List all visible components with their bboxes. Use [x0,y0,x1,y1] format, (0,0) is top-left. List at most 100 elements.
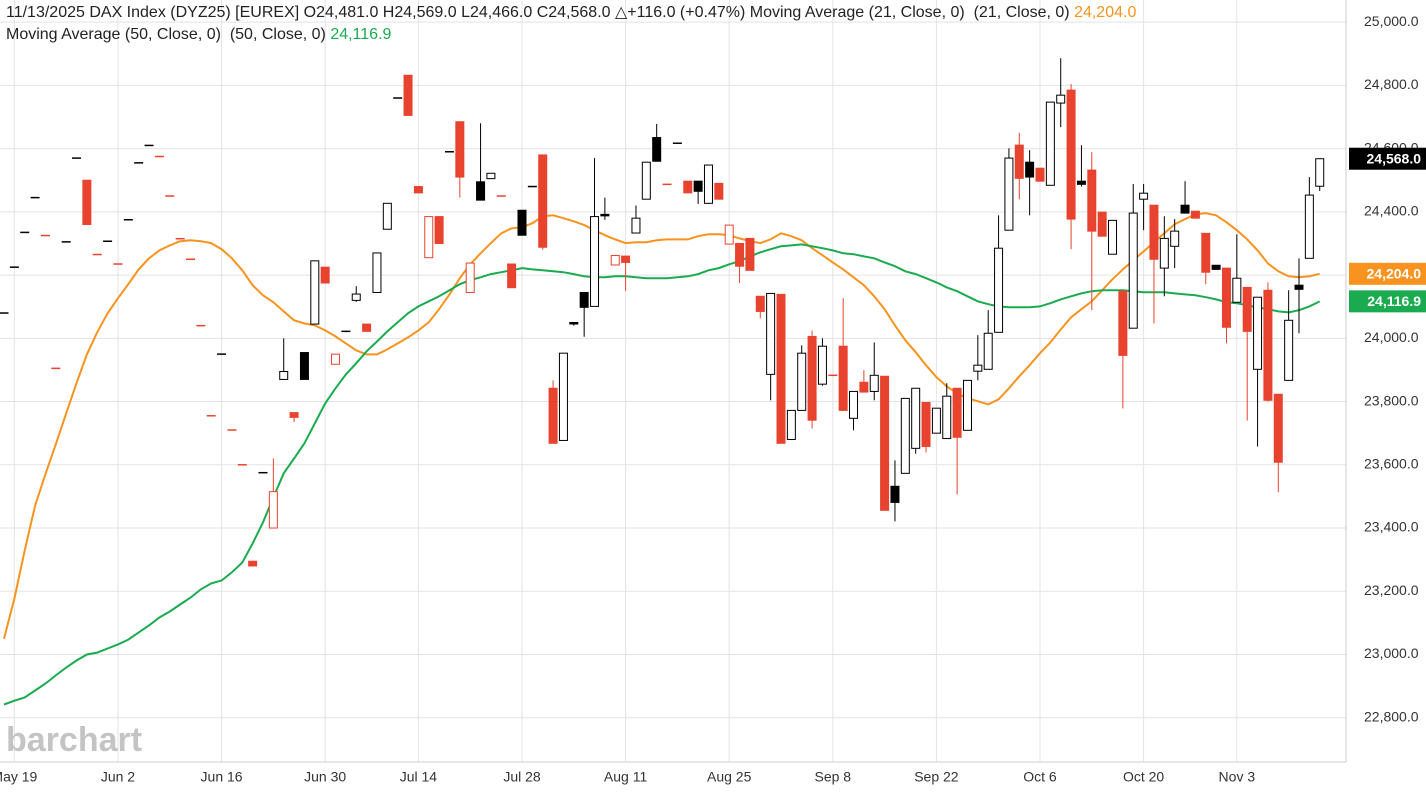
ma-value-tag: 24,116.9 [1367,293,1421,309]
candle-body [735,242,745,267]
candle-body [248,560,258,567]
moving-average-line [3,243,1321,706]
candle-body [569,322,579,325]
candle-body [1108,219,1118,255]
candle-body [517,209,527,236]
candle-body [859,381,869,393]
candle-body [797,352,807,411]
candle-body [507,263,517,289]
candle-body [652,137,662,162]
candle-body [1035,167,1045,182]
candle-body [1263,289,1273,401]
candle-body [1014,144,1024,179]
candle-body [994,247,1004,333]
watermark: barchart [6,721,142,759]
x-tick-label: Jul 14 [400,769,438,785]
candle-body [1076,180,1086,185]
candle-body [869,374,879,392]
legend-ma50: Moving Average (50, Close, 0) (50, Close… [6,26,326,43]
x-tick-label: Jun 2 [101,769,135,785]
y-tick-label: 24,800.0 [1364,76,1419,92]
candle-body [455,121,465,178]
candle-body [776,293,786,444]
candle-body [1097,211,1107,237]
header-quote: 11/13/2025 DAX Index (DYZ25) [EUREX] O24… [6,4,746,21]
candle-body [1180,204,1190,214]
ma-value-tag-bg [1349,290,1426,313]
x-tick-label: Aug 11 [604,769,648,785]
x-tick-label: Jul 28 [503,769,541,785]
candle-body [1139,192,1149,200]
y-tick-label: 24,000.0 [1364,329,1419,345]
chart-header: 11/13/2025 DAX Index (DYZ25) [EUREX] O24… [6,2,1136,46]
candle-body [1232,277,1242,303]
candle-body [1211,264,1221,270]
candle-body [1284,319,1294,381]
candle-body [890,485,900,503]
candle-body [724,224,734,245]
candle-body [1087,169,1097,232]
candle-body [351,293,361,301]
candle-body [1159,237,1169,269]
candle-body [683,180,693,194]
candle-body [548,387,558,444]
candle-body [849,390,859,419]
y-tick-label: 25,000.0 [1364,13,1419,29]
candle-body [942,395,952,440]
candle-body [1201,232,1211,273]
candle-body [310,260,320,325]
candle-body [299,352,309,380]
y-tick-label: 23,200.0 [1364,582,1419,598]
legend-ma21: Moving Average (21, Close, 0) (21, Close… [749,4,1070,21]
x-tick-label: Oct 20 [1123,769,1164,785]
candle-body [807,335,817,421]
candle-body [1242,286,1252,332]
candle-body [1294,284,1304,290]
candle-body [911,387,921,449]
legend-ma50-value: 24,116.9 [330,26,392,43]
y-tick-label: 23,800.0 [1364,392,1419,408]
y-tick-label: 23,000.0 [1364,645,1419,661]
candle-body [1118,290,1128,356]
candle-body [1066,89,1076,220]
legend-ma21-value: 24,204.0 [1074,4,1137,21]
grid [0,0,1346,762]
candle-body [973,364,983,372]
x-tick-label: May 19 [0,769,38,785]
candle-body [590,216,600,307]
candle-body [1170,230,1180,247]
candle-body [424,216,434,259]
candle-body [558,352,568,441]
candle-body [921,402,931,447]
candle-body [465,262,475,293]
candle-body [362,323,372,332]
candle-body [289,412,299,418]
candle-body [610,254,620,266]
candle-body [579,291,589,308]
candle-body [817,345,827,385]
candle-body [714,182,724,200]
y-tick-label: 23,400.0 [1364,519,1419,535]
ma-value-tag-bg [1349,262,1426,285]
last-close-tag-bg [1349,147,1426,170]
candle-body [486,172,496,180]
candle-body [1190,210,1200,219]
candle-body [693,180,703,192]
candle-body [1253,296,1263,370]
candle-body [880,375,890,511]
candle-body [962,379,972,431]
candle-body [82,179,92,225]
x-tick-label: Jun 16 [201,769,243,785]
ma-value-tag: 24,204.0 [1367,266,1422,282]
candle-body [631,217,641,234]
candle-body [1004,157,1014,231]
x-tick-label: Oct 6 [1023,769,1057,785]
candle-body [900,397,910,474]
candle-body [755,295,765,312]
candle-body [1304,194,1314,259]
candle-body [621,255,631,263]
candle-body [476,181,486,201]
candle-body [766,292,776,375]
